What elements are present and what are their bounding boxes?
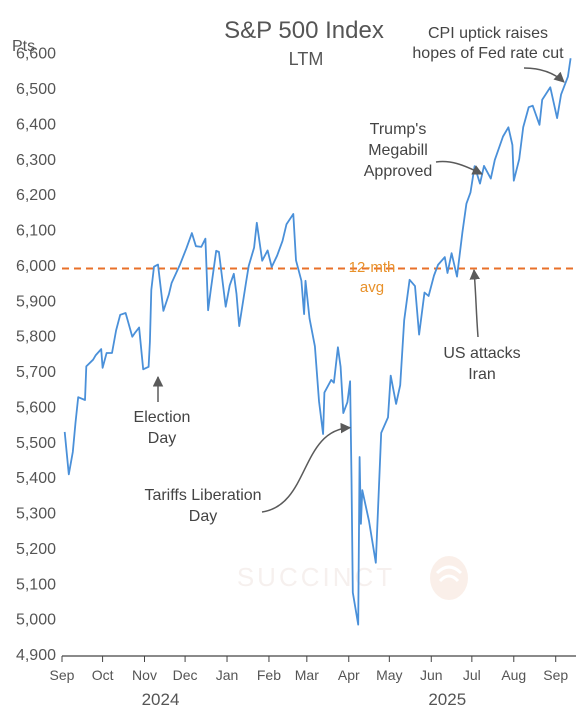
y-tick-label: 5,400 <box>16 470 56 487</box>
annotation-label: CPI uptick raises hopes of Fed rate cut <box>412 25 564 62</box>
y-tick-label: 5,000 <box>16 612 56 629</box>
chart-subtitle: LTM <box>289 49 324 69</box>
x-tick-label: Feb <box>257 667 281 683</box>
y-tick-label: 6,400 <box>16 116 56 133</box>
watermark: SUCCINCT <box>237 556 468 600</box>
x-tick-label: Apr <box>338 667 360 683</box>
annotation-arrow <box>435 160 483 175</box>
y-tick-label: 5,200 <box>16 541 56 558</box>
y-tick-label: 4,900 <box>16 647 56 664</box>
annotation-label: Trump's Megabill Approved <box>364 121 433 180</box>
x-tick-label: Mar <box>295 667 319 683</box>
x-tick-label: Jan <box>216 667 239 683</box>
x-tick-label: Dec <box>173 667 198 683</box>
annotation-arrow <box>523 67 565 83</box>
watermark-text: SUCCINCT <box>237 562 395 592</box>
annotation-arrow <box>469 268 480 338</box>
y-tick-label: 6,500 <box>16 81 56 98</box>
reference-line-group: 12-mth avg <box>62 259 576 296</box>
y-axis-label: Pts <box>12 38 35 55</box>
annotation-label: US attacks Iran <box>443 345 520 383</box>
x-tick-label: May <box>376 667 402 683</box>
x-tick-label: Aug <box>501 667 526 683</box>
watermark-logo-icon <box>430 556 468 600</box>
y-tick-label: 6,200 <box>16 187 56 204</box>
y-tick-label: 6,600 <box>16 46 56 63</box>
y-tick-label: 6,000 <box>16 258 56 275</box>
annotation-label: Election Day <box>134 409 191 447</box>
x-tick-label: Jul <box>463 667 481 683</box>
y-tick-label: 5,900 <box>16 293 56 310</box>
x-tick-label: Sep <box>543 667 568 683</box>
chart-title: S&P 500 Index <box>224 17 384 44</box>
y-tick-label: 5,100 <box>16 576 56 593</box>
x-tick-label: Jun <box>420 667 443 683</box>
y-tick-label: 5,800 <box>16 329 56 346</box>
reference-line-label: 12-mth avg <box>349 259 396 296</box>
x-tick-label: Nov <box>132 667 157 683</box>
annotation-arrow <box>261 422 352 513</box>
y-tick-label: 5,500 <box>16 435 56 452</box>
y-tick-label: 6,300 <box>16 152 56 169</box>
annotation-label: Tariffs Liberation Day <box>144 487 261 525</box>
y-tick-label: 6,100 <box>16 223 56 240</box>
x-tick-label: Sep <box>50 667 75 683</box>
x-tick-label: Oct <box>92 667 114 683</box>
y-tick-label: 5,600 <box>16 399 56 416</box>
x-year-label: 2025 <box>428 690 466 707</box>
series-group <box>63 58 572 626</box>
x-axis: Sep Oct Nov Dec Jan Feb Mar Apr May Jun Jul Aug Sep 2… <box>50 655 576 707</box>
y-axis: 4,900 5,000 5,100 5,200 5,300 5,400 5,500 5,600… <box>16 46 56 664</box>
annotations: Election Day Tariffs Liberation Day US attac… <box>134 25 565 525</box>
y-tick-label: 5,300 <box>16 506 56 523</box>
y-tick-label: 5,700 <box>16 364 56 381</box>
x-year-label: 2024 <box>142 690 180 707</box>
sp500-line <box>63 58 572 626</box>
